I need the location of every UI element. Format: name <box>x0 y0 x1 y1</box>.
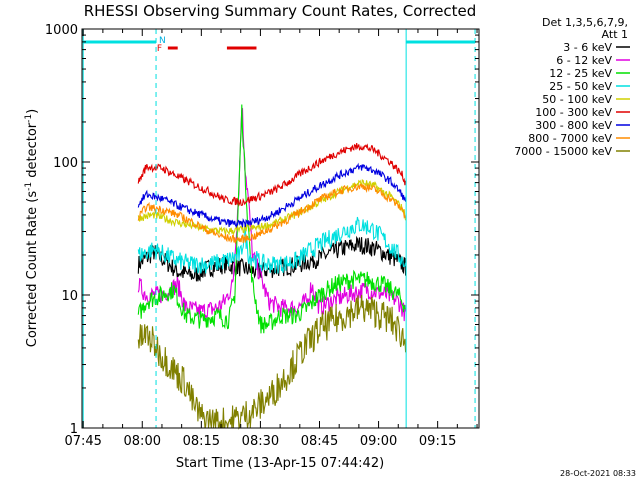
series-line-0 <box>137 235 407 282</box>
y-axis-label-end: ) <box>25 109 40 114</box>
y-tick-label: 10 <box>61 289 78 304</box>
series-line-6 <box>137 162 407 229</box>
overlay-layer: NF <box>82 29 476 428</box>
y-axis-label-mid: detector <box>25 122 40 182</box>
legend-entry-label: 25 - 50 keV <box>549 80 612 93</box>
series-line-8 <box>137 294 407 430</box>
legend-header-attenuator: Att 1 <box>602 28 628 41</box>
series-line-2 <box>137 104 406 334</box>
series-line-7 <box>137 183 407 245</box>
y-tick-label: 1000 <box>45 23 78 38</box>
y-tick-label: 100 <box>53 156 78 171</box>
y-axis-label-main: Corrected Count Rate (s <box>25 191 40 348</box>
legend-entry-label: 12 - 25 keV <box>549 67 612 80</box>
y-tick-label: 1 <box>70 422 78 437</box>
flare-label: F <box>157 44 162 54</box>
x-tick-label: 08:15 <box>183 434 220 449</box>
y-axis: 1 10 100 1000 <box>45 23 479 437</box>
series-layer <box>137 104 407 430</box>
y-axis-label: Corrected Count Rate (s-1 detector-1) <box>24 109 40 347</box>
legend-entry-label: 7000 - 15000 keV <box>514 145 612 158</box>
chart-title: RHESSI Observing Summary Count Rates, Co… <box>84 2 477 20</box>
legend-entry-label: 800 - 7000 keV <box>528 132 612 145</box>
x-tick-label: 08:45 <box>301 434 338 449</box>
x-tick-label: 09:00 <box>360 434 397 449</box>
series-line-3 <box>137 216 407 274</box>
legend-entry-label: 100 - 300 keV <box>535 106 612 119</box>
x-tick-label: 08:30 <box>242 434 279 449</box>
series-line-5 <box>137 143 407 207</box>
plot-frame <box>81 28 480 429</box>
x-tick-label: 08:00 <box>124 434 161 449</box>
x-tick-label: 07:45 <box>64 434 101 449</box>
legend-entry-label: 300 - 800 keV <box>535 119 612 132</box>
x-tick-label: 09:15 <box>419 434 456 449</box>
legend-entry-label: 3 - 6 keV <box>563 41 612 54</box>
x-axis: 07:45 08:00 08:15 08:30 08:45 09:00 09:15 <box>64 29 478 449</box>
y-axis-label-exponent-1: -1 <box>24 182 34 191</box>
legend-entry-label: 50 - 100 keV <box>542 93 612 106</box>
y-axis-label-exponent-2: -1 <box>24 114 34 123</box>
x-axis-label: Start Time (13-Apr-15 07:44:42) <box>176 456 384 471</box>
legend-header-detectors: Det 1,3,5,6,7,9, <box>542 16 628 29</box>
night-label: N <box>159 36 166 46</box>
legend-entry-label: 6 - 12 keV <box>556 54 612 67</box>
date-stamp: 28-Oct-2021 08:33 <box>560 469 636 478</box>
